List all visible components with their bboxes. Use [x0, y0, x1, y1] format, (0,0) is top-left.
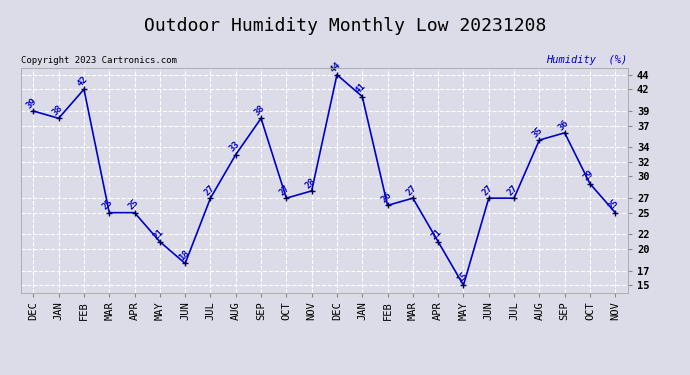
Text: 41: 41: [354, 82, 368, 96]
Text: 15: 15: [455, 270, 469, 285]
Text: 44: 44: [328, 60, 342, 74]
Text: 33: 33: [228, 140, 242, 154]
Text: 42: 42: [76, 75, 90, 88]
Text: 39: 39: [25, 96, 39, 110]
Text: 27: 27: [480, 183, 494, 197]
Text: 35: 35: [531, 125, 545, 139]
Text: 38: 38: [50, 104, 64, 117]
Text: Copyright 2023 Cartronics.com: Copyright 2023 Cartronics.com: [21, 56, 177, 65]
Text: 18: 18: [177, 249, 190, 263]
Text: 27: 27: [278, 183, 292, 197]
Text: 38: 38: [253, 104, 266, 117]
Text: 21: 21: [152, 227, 166, 241]
Text: 27: 27: [404, 183, 418, 197]
Text: 26: 26: [380, 190, 393, 205]
Text: 27: 27: [506, 183, 520, 197]
Text: 28: 28: [304, 176, 317, 190]
Text: Outdoor Humidity Monthly Low 20231208: Outdoor Humidity Monthly Low 20231208: [144, 17, 546, 35]
Text: 29: 29: [582, 169, 595, 183]
Text: 25: 25: [101, 198, 115, 212]
Text: 25: 25: [126, 198, 140, 212]
Text: Humidity  (%): Humidity (%): [546, 55, 627, 65]
Text: 25: 25: [607, 198, 621, 212]
Text: 27: 27: [202, 183, 216, 197]
Text: 21: 21: [430, 227, 444, 241]
Text: 36: 36: [556, 118, 570, 132]
